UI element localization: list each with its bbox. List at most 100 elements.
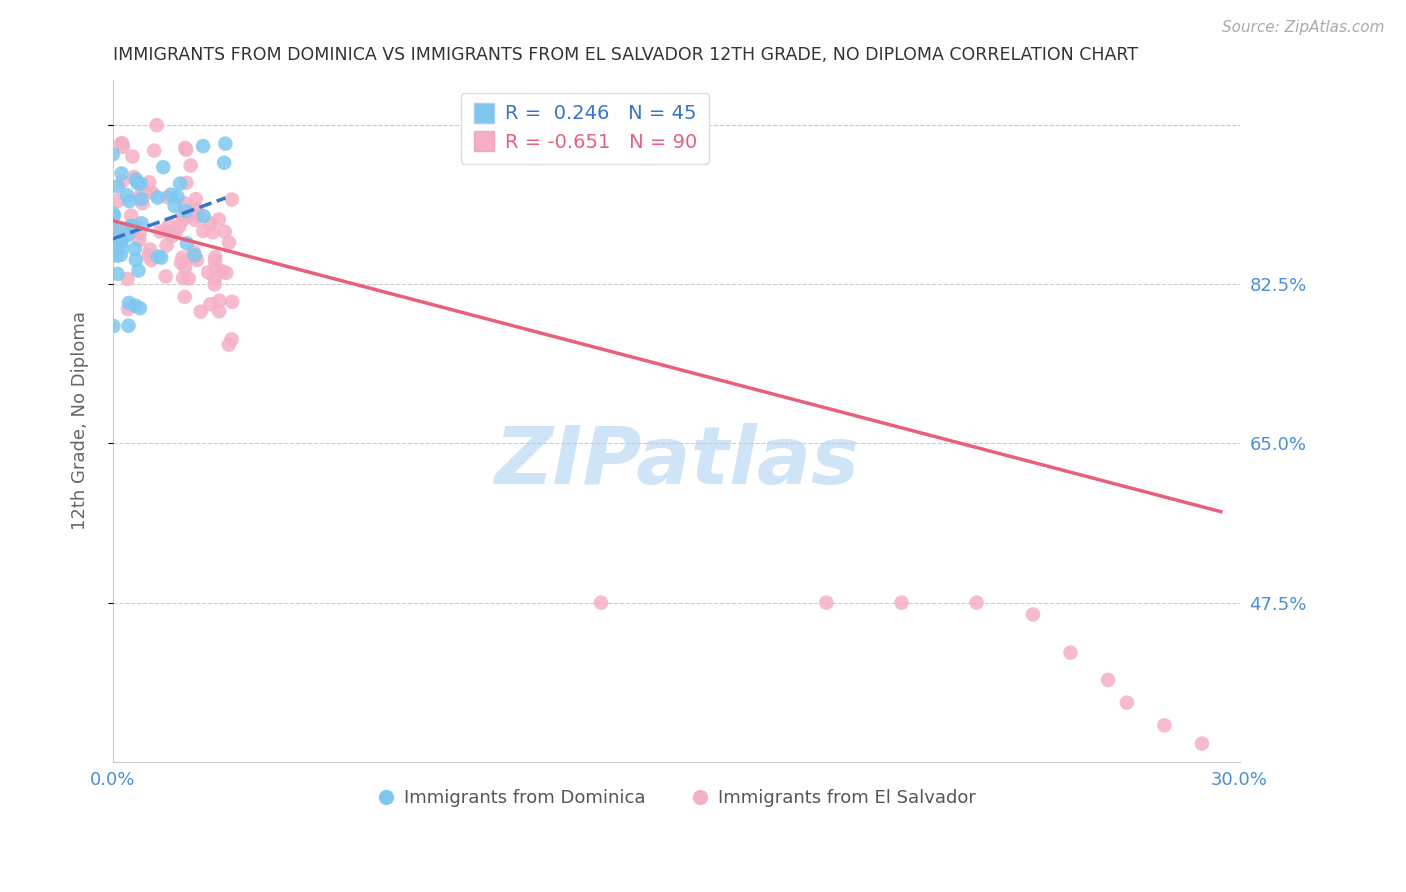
- Immigrants from Dominica: [129, 301, 152, 316]
- Immigrants from El Salvador: [111, 175, 134, 189]
- Immigrants from El Salvador: [156, 190, 179, 204]
- Immigrants from El Salvador: [173, 196, 195, 211]
- Immigrants from Dominica: [111, 241, 134, 255]
- Immigrants from Dominica: [118, 296, 141, 310]
- Immigrants from El Salvador: [107, 194, 129, 208]
- Immigrants from El Salvador: [221, 294, 243, 309]
- Immigrants from El Salvador: [176, 176, 198, 190]
- Immigrants from Dominica: [120, 219, 142, 233]
- Immigrants from El Salvador: [172, 212, 194, 227]
- Immigrants from El Salvador: [204, 254, 226, 268]
- Immigrants from Dominica: [105, 236, 128, 251]
- Text: IMMIGRANTS FROM DOMINICA VS IMMIGRANTS FROM EL SALVADOR 12TH GRADE, NO DIPLOMA C: IMMIGRANTS FROM DOMINICA VS IMMIGRANTS F…: [112, 46, 1137, 64]
- Immigrants from El Salvador: [135, 185, 157, 199]
- Text: ZIPatlas: ZIPatlas: [494, 423, 859, 500]
- Immigrants from Dominica: [103, 206, 125, 220]
- Immigrants from El Salvador: [187, 207, 209, 221]
- Immigrants from Dominica: [110, 235, 132, 249]
- Immigrants from El Salvador: [1097, 673, 1119, 687]
- Immigrants from El Salvador: [120, 209, 142, 223]
- Immigrants from Dominica: [183, 248, 205, 262]
- Immigrants from El Salvador: [186, 202, 208, 217]
- Immigrants from El Salvador: [122, 169, 145, 184]
- Immigrants from El Salvador: [145, 118, 167, 132]
- Immigrants from Dominica: [174, 204, 197, 219]
- Immigrants from El Salvador: [208, 293, 231, 308]
- Immigrants from El Salvador: [591, 596, 613, 610]
- Immigrants from El Salvador: [110, 136, 132, 151]
- Immigrants from El Salvador: [174, 260, 197, 275]
- Immigrants from Dominica: [125, 252, 148, 267]
- Immigrants from El Salvador: [200, 297, 222, 311]
- Immigrants from Dominica: [176, 236, 198, 251]
- Immigrants from Dominica: [169, 177, 191, 191]
- Immigrants from El Salvador: [141, 186, 163, 200]
- Immigrants from El Salvador: [170, 256, 193, 270]
- Immigrants from Dominica: [103, 319, 125, 334]
- Immigrants from Dominica: [124, 242, 146, 256]
- Immigrants from El Salvador: [111, 136, 134, 151]
- Immigrants from El Salvador: [218, 337, 240, 351]
- Immigrants from El Salvador: [103, 220, 125, 235]
- Immigrants from El Salvador: [1022, 607, 1045, 622]
- Immigrants from Dominica: [110, 248, 132, 262]
- Immigrants from El Salvador: [208, 304, 231, 318]
- Immigrants from Dominica: [129, 177, 152, 191]
- Immigrants from El Salvador: [149, 224, 172, 238]
- Immigrants from El Salvador: [186, 252, 208, 267]
- Immigrants from Dominica: [125, 172, 148, 186]
- Immigrants from El Salvador: [201, 225, 224, 239]
- Immigrants from Dominica: [122, 220, 145, 235]
- Immigrants from El Salvador: [1059, 646, 1081, 660]
- Immigrants from Dominica: [146, 190, 169, 204]
- Immigrants from El Salvador: [966, 596, 988, 610]
- Immigrants from Dominica: [129, 192, 152, 206]
- Immigrants from El Salvador: [129, 189, 152, 203]
- Immigrants from Dominica: [101, 147, 124, 161]
- Immigrants from El Salvador: [211, 264, 233, 278]
- Immigrants from El Salvador: [117, 272, 139, 286]
- Immigrants from El Salvador: [214, 225, 236, 239]
- Immigrants from El Salvador: [111, 140, 134, 154]
- Immigrants from El Salvador: [193, 224, 215, 238]
- Immigrants from El Salvador: [815, 596, 838, 610]
- Immigrants from Dominica: [163, 199, 186, 213]
- Immigrants from El Salvador: [131, 196, 153, 211]
- Immigrants from Dominica: [191, 139, 214, 153]
- Immigrants from El Salvador: [174, 143, 197, 157]
- Immigrants from El Salvador: [180, 158, 202, 172]
- Immigrants from El Salvador: [183, 245, 205, 260]
- Immigrants from Dominica: [160, 187, 183, 202]
- Immigrants from El Salvador: [114, 222, 136, 236]
- Immigrants from El Salvador: [138, 248, 160, 262]
- Immigrants from El Salvador: [173, 290, 195, 304]
- Immigrants from El Salvador: [128, 233, 150, 247]
- Immigrants from Dominica: [127, 263, 149, 277]
- Immigrants from El Salvador: [177, 205, 200, 219]
- Immigrants from El Salvador: [125, 219, 148, 234]
- Immigrants from Dominica: [107, 179, 129, 194]
- Immigrants from El Salvador: [221, 193, 243, 207]
- Immigrants from El Salvador: [139, 243, 162, 257]
- Immigrants from El Salvador: [177, 271, 200, 285]
- Immigrants from Dominica: [127, 176, 149, 190]
- Immigrants from El Salvador: [172, 251, 194, 265]
- Immigrants from El Salvador: [176, 210, 198, 224]
- Immigrants from El Salvador: [155, 269, 177, 284]
- Immigrants from El Salvador: [221, 332, 243, 346]
- Immigrants from El Salvador: [121, 149, 143, 163]
- Immigrants from El Salvador: [184, 192, 207, 206]
- Immigrants from El Salvador: [157, 218, 180, 232]
- Immigrants from El Salvador: [117, 301, 139, 316]
- Immigrants from Dominica: [152, 160, 174, 174]
- Immigrants from El Salvador: [181, 250, 204, 264]
- Immigrants from Dominica: [146, 250, 169, 264]
- Immigrants from Dominica: [115, 188, 138, 202]
- Immigrants from El Salvador: [198, 216, 221, 230]
- Immigrants from Dominica: [105, 221, 128, 235]
- Immigrants from Dominica: [166, 190, 188, 204]
- Immigrants from Dominica: [117, 228, 139, 243]
- Immigrants from El Salvador: [197, 265, 219, 279]
- Immigrants from Dominica: [103, 209, 125, 223]
- Immigrants from El Salvador: [174, 141, 197, 155]
